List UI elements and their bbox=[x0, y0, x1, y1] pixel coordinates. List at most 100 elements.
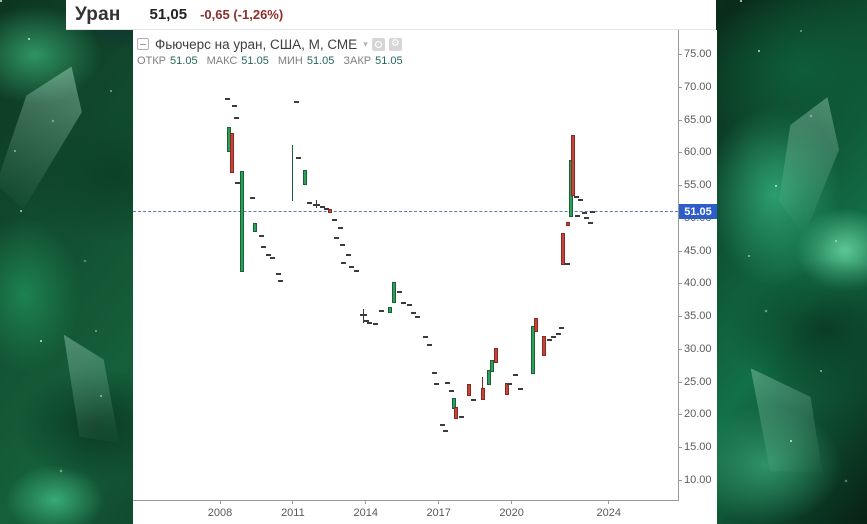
candle-up bbox=[302, 169, 307, 185]
price-axis-label: 45.00 bbox=[684, 244, 712, 257]
price-bar-doji bbox=[458, 415, 464, 418]
price-bar-doji bbox=[581, 212, 587, 215]
price-bar-doji bbox=[574, 195, 580, 198]
candle-down bbox=[453, 407, 458, 419]
price-bar-doji bbox=[584, 216, 590, 219]
price-bar-doji bbox=[349, 265, 355, 268]
price-axis-label: 65.00 bbox=[684, 113, 712, 126]
price-bar-doji bbox=[367, 322, 373, 325]
price-axis-tick bbox=[678, 480, 682, 481]
background-crystal bbox=[0, 52, 103, 218]
candle-down bbox=[480, 388, 485, 400]
price-bar-doji bbox=[578, 199, 584, 202]
price-bar-doji bbox=[265, 254, 271, 257]
time-axis-label: 2017 bbox=[426, 507, 451, 519]
price-axis-label: 10.00 bbox=[684, 473, 712, 486]
price-bar-doji bbox=[559, 327, 565, 330]
price-axis-label: 55.00 bbox=[684, 179, 712, 192]
time-axis-tick bbox=[220, 501, 221, 504]
price-bar-doji bbox=[445, 381, 451, 384]
price-axis-label: 15.00 bbox=[684, 441, 712, 454]
candle-up bbox=[530, 325, 535, 374]
price-axis-tick bbox=[678, 283, 682, 284]
candle-up bbox=[487, 370, 491, 386]
price-bar-doji bbox=[378, 309, 384, 312]
ohlc-legend: ОТКР 51.05 МАКС 51.05 МИН 51.05 ЗАКР 51.… bbox=[137, 55, 412, 68]
cross-bar-close bbox=[313, 204, 321, 207]
low-label: МИН bbox=[277, 55, 303, 67]
candle-down bbox=[504, 383, 509, 396]
candle-down bbox=[571, 135, 576, 197]
price-bar-doji bbox=[414, 315, 420, 318]
price-bar-doji bbox=[275, 273, 281, 276]
current-price-tag: 51.05 bbox=[679, 204, 717, 219]
price-axis-tick bbox=[678, 54, 682, 55]
price-axis-label: 35.00 bbox=[684, 310, 712, 323]
quote-price: 51,05 bbox=[149, 6, 188, 23]
chart-panel: Фьючерс на уран, США, М, СМЕ ▾ ⚙ ОТКР 51… bbox=[133, 30, 717, 524]
collapse-legend-icon[interactable] bbox=[137, 38, 149, 50]
price-bar-doji bbox=[513, 373, 519, 376]
price-bar-doji bbox=[340, 244, 346, 247]
price-bar-doji bbox=[363, 320, 369, 323]
price-bar-doji bbox=[551, 335, 557, 338]
time-axis-label: 2014 bbox=[353, 507, 379, 519]
price-axis-label: 60.00 bbox=[684, 146, 712, 159]
cross-bar-range bbox=[316, 200, 318, 208]
chart-plot-area[interactable]: 51.05 bbox=[133, 30, 717, 524]
time-axis-tick bbox=[292, 501, 293, 504]
candle-up bbox=[388, 306, 393, 313]
price-axis-tick bbox=[678, 447, 682, 448]
price-bar-doji bbox=[341, 261, 347, 264]
price-bar-doji bbox=[555, 333, 561, 336]
price-axis-label: 30.00 bbox=[684, 342, 712, 355]
price-bar-doji bbox=[431, 371, 437, 374]
cross-bar-close bbox=[359, 314, 367, 317]
price-bar-doji bbox=[353, 270, 359, 273]
close-value: 51.05 bbox=[375, 55, 403, 67]
gear-icon: ⚙ bbox=[390, 38, 400, 49]
price-bar-doji bbox=[258, 235, 264, 238]
time-axis-tick bbox=[511, 501, 512, 504]
candle-up bbox=[252, 222, 257, 233]
price-bar-doji bbox=[448, 390, 454, 393]
price-axis-tick bbox=[678, 251, 682, 252]
open-label: ОТКР bbox=[137, 55, 167, 67]
price-axis-tick bbox=[678, 349, 682, 350]
price-bar-doji bbox=[293, 100, 299, 103]
candle-down bbox=[494, 348, 499, 364]
price-bar-doji bbox=[270, 256, 276, 259]
price-axis-tick bbox=[678, 316, 682, 317]
candle-down bbox=[467, 384, 472, 396]
chevron-down-icon[interactable]: ▾ bbox=[363, 38, 368, 49]
price-bar-doji bbox=[401, 301, 407, 304]
current-price-line bbox=[133, 211, 678, 212]
price-bar-doji bbox=[411, 311, 417, 314]
price-bar-doji bbox=[296, 157, 302, 160]
high-value: 51.05 bbox=[241, 55, 269, 67]
price-bar-doji bbox=[334, 237, 340, 240]
range-bar bbox=[292, 145, 294, 201]
close-label: ЗАКР bbox=[343, 55, 372, 67]
price-bar-doji bbox=[278, 279, 284, 282]
low-value: 51.05 bbox=[306, 55, 335, 67]
price-axis-label: 70.00 bbox=[684, 80, 712, 93]
settings-button[interactable]: ⚙ bbox=[388, 37, 402, 51]
price-axis-tick bbox=[678, 382, 682, 383]
price-bar-doji bbox=[517, 387, 523, 390]
price-bar-doji bbox=[406, 303, 412, 306]
background-crystal bbox=[720, 350, 844, 500]
candle-down bbox=[533, 317, 538, 332]
price-bar-doji bbox=[587, 221, 593, 224]
eye-icon bbox=[374, 40, 382, 48]
visibility-button[interactable] bbox=[371, 37, 385, 51]
price-axis-line bbox=[678, 30, 679, 501]
price-bar-doji bbox=[337, 227, 343, 230]
time-axis-label: 2011 bbox=[281, 507, 305, 519]
open-value: 51.05 bbox=[170, 55, 198, 67]
candle-up bbox=[240, 171, 245, 273]
time-axis-label: 2008 bbox=[207, 507, 233, 519]
price-axis-label: 25.00 bbox=[684, 375, 712, 388]
time-axis-label: 2020 bbox=[499, 507, 524, 519]
candle-up bbox=[489, 359, 494, 373]
